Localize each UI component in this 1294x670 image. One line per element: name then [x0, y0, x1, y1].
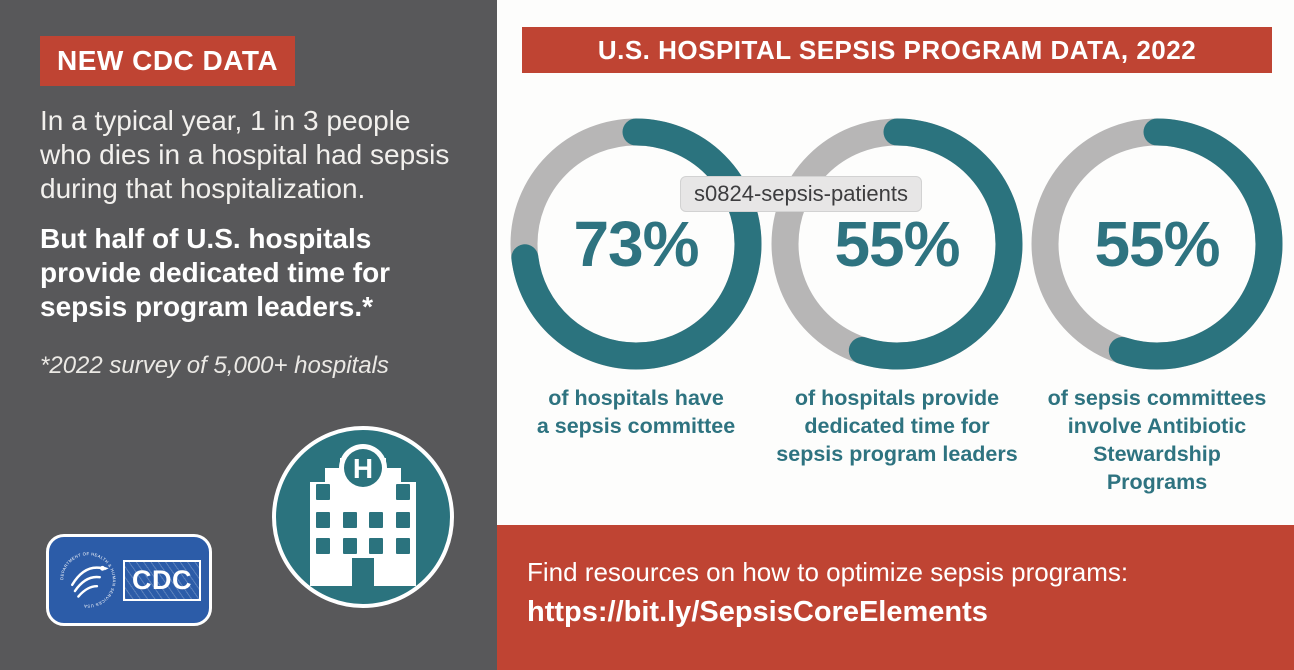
hospital-icon-svg: H [272, 426, 454, 608]
hospital-h-letter: H [353, 453, 373, 484]
resources-footer: Find resources on how to optimize sepsis… [497, 525, 1294, 670]
donut-value-1: 55% [834, 208, 960, 280]
donut-chart-dedicated-time: 55% [771, 118, 1023, 370]
donut-caption-0: of hospitals have a sepsis committee [536, 386, 736, 438]
footer-link: https://bit.ly/SepsisCoreElements [527, 596, 988, 628]
donut-value-0: 73% [573, 208, 699, 280]
survey-footnote: *2022 survey of 5,000+ hospitals [40, 352, 389, 379]
filename-tooltip: s0824-sepsis-patients [680, 176, 923, 212]
cdc-wordmark: CDC [123, 559, 201, 601]
right-panel: U.S. HOSPITAL SEPSIS PROGRAM DATA, 2022 … [497, 0, 1294, 670]
donut-caption-2: of sepsis committees involve Antibiotic … [1047, 386, 1267, 494]
eagle-icon [70, 566, 104, 598]
donut-chart-sepsis-committee: 73% [510, 118, 762, 370]
donut-caption-1: of hospitals provide dedicated time for … [776, 386, 1018, 466]
new-cdc-data-badge: NEW CDC DATA [40, 36, 296, 86]
key-finding-paragraph: But half of U.S. hospitals provide dedic… [40, 223, 391, 322]
hhs-eagle-emblem: DEPARTMENT OF HEALTH & HUMAN SERVICES US… [59, 551, 116, 609]
page-title: U.S. HOSPITAL SEPSIS PROGRAM DATA, 2022 [522, 27, 1272, 73]
hospital-icon: H [268, 422, 458, 612]
donut-arc-1 [771, 118, 1023, 370]
donut-value-2: 55% [1094, 208, 1220, 280]
left-panel: NEW CDC DATA In a typical year, 1 in 3 p… [0, 0, 497, 670]
footer-text: Find resources on how to optimize sepsis… [527, 557, 1129, 587]
donut-chart-antibiotic-stewardship: 55% [1031, 118, 1283, 370]
donut-arc-2 [1031, 118, 1283, 370]
cdc-hhs-logo: DEPARTMENT OF HEALTH & HUMAN SERVICES US… [46, 534, 212, 626]
donut-arc-0 [510, 118, 762, 370]
intro-paragraph: In a typical year, 1 in 3 people who die… [40, 105, 450, 204]
